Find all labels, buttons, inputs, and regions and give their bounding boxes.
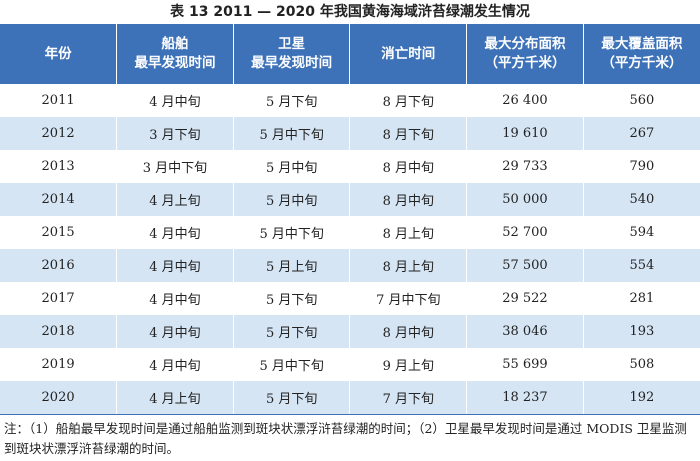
table-row: 2013 3 月中下旬 5 月中旬 8 月中旬 29 733 790 <box>0 150 700 183</box>
table-cell: 29 522 <box>466 282 584 315</box>
table-cell: 4 月中旬 <box>116 249 234 282</box>
table-cell: 3 月中下旬 <box>116 150 234 183</box>
table-cell: 5 月中下旬 <box>232 117 350 150</box>
table-cell: 8 月上旬 <box>349 216 467 249</box>
table-cell: 4 月上旬 <box>116 183 234 216</box>
table-cell: 2013 <box>41 159 75 174</box>
table-cell: 790 <box>582 150 700 183</box>
header-cell: 最大覆盖面积 （平方千米） <box>582 24 700 84</box>
table-cell: 7 月中下旬 <box>349 282 467 315</box>
table-cell: 57 500 <box>466 249 584 282</box>
table-cell: 4 月中旬 <box>116 348 234 381</box>
table-cell: 29 733 <box>466 150 584 183</box>
header-cell: 卫星 最早发现时间 <box>232 24 350 84</box>
table-cell: 2012 <box>0 117 117 150</box>
table-cell: 9 月上旬 <box>349 348 467 381</box>
table-cell: 8 月上旬 <box>349 249 467 282</box>
table-cell: 4 月中旬 <box>116 315 234 348</box>
table-row: 2015 4 月中旬 5 月中下旬 8 月上旬 52 700 594 <box>0 216 700 249</box>
table-cell: 5 月中下旬 <box>232 216 350 249</box>
table-body: 2011 4 月中旬 5 月下旬 8 月下旬 26 400 560 2012 3 月下旬 5 月… <box>0 84 700 415</box>
data-table: 年份 船舶 最早发现时间 卫星 最早发现时间 消亡时间 最大分布面积 （平方千米） 最大覆盖面积… <box>0 24 700 415</box>
header-line: 最大覆盖面积 <box>601 36 683 52</box>
table-cell: 4 月中旬 <box>116 216 234 249</box>
table-cell: 8 月中旬 <box>349 315 467 348</box>
header-line: （平方千米） <box>601 55 683 71</box>
table-cell: 540 <box>582 183 700 216</box>
table-cell: 2018 <box>0 315 117 348</box>
table-cell: 7 月下旬 <box>349 381 467 415</box>
table-row: 2020 4 月上旬 5 月下旬 7 月下旬 18 237 192 <box>0 381 700 415</box>
table-row: 2019 4 月中旬 5 月中下旬 9 月上旬 55 699 508 <box>0 348 700 381</box>
table-cell: 52 700 <box>466 216 584 249</box>
table-cell: 2019 <box>41 357 75 372</box>
table-row: 2012 3 月下旬 5 月中下旬 8 月下旬 19 610 267 <box>0 117 700 150</box>
table-cell: 192 <box>582 381 700 415</box>
header-line: 最早发现时间 <box>251 55 333 71</box>
header-line: 船舶 <box>161 36 189 52</box>
header-line: 最大分布面积 <box>484 36 566 52</box>
table-cell: 5 月下旬 <box>232 84 350 117</box>
table-cell: 508 <box>582 348 700 381</box>
header-cell: 最大分布面积 （平方千米） <box>466 24 584 84</box>
header-cell: 年份 <box>0 24 117 84</box>
footnote: 注：（1）船舶最早发现时间是通过船舶监测到斑块状漂浮浒苔绿潮的时间；（2）卫星最… <box>4 421 687 456</box>
table-cell: 3 月下旬 <box>116 117 234 150</box>
header-cell: 船舶 最早发现时间 <box>116 24 234 84</box>
table-cell: 5 月上旬 <box>232 249 350 282</box>
header-cell: 消亡时间 <box>349 24 467 84</box>
table-row: 2011 4 月中旬 5 月下旬 8 月下旬 26 400 560 <box>0 84 700 117</box>
table-cell: 5 月下旬 <box>232 282 350 315</box>
table-cell: 193 <box>582 315 700 348</box>
table-cell: 38 046 <box>466 315 584 348</box>
table-cell: 5 月中旬 <box>232 183 350 216</box>
table-row: 2014 4 月上旬 5 月中旬 8 月中旬 50 000 540 <box>0 183 700 216</box>
table-cell: 267 <box>582 117 700 150</box>
table-cell: 55 699 <box>466 348 584 381</box>
header-line: 年份 <box>44 45 72 62</box>
table-row: 2017 4 月中旬 5 月下旬 7 月中下旬 29 522 281 <box>0 282 700 315</box>
table-cell: 2020 <box>0 381 117 415</box>
table-cell: 8 月中旬 <box>349 150 467 183</box>
table-cell: 19 610 <box>466 117 584 150</box>
table-cell: 18 237 <box>466 381 584 415</box>
table-cell: 8 月下旬 <box>349 84 467 117</box>
table-cell: 2017 <box>41 291 75 306</box>
table-row: 2018 4 月中旬 5 月下旬 8 月中旬 38 046 193 <box>0 315 700 348</box>
table-cell: 5 月下旬 <box>232 315 350 348</box>
table-title: 表 13 2011 — 2020 年我国黄海海域浒苔绿潮发生情况 <box>170 4 530 20</box>
table-cell: 5 月中旬 <box>232 150 350 183</box>
table-cell: 2011 <box>41 93 75 108</box>
table-cell: 4 月中旬 <box>116 84 234 117</box>
table-row: 2016 4 月中旬 5 月上旬 8 月上旬 57 500 554 <box>0 249 700 282</box>
table-head: 年份 船舶 最早发现时间 卫星 最早发现时间 消亡时间 最大分布面积 （平方千米） 最大覆盖面积… <box>0 24 700 84</box>
table-cell: 2014 <box>0 183 117 216</box>
table-cell: 50 000 <box>466 183 584 216</box>
table-cell: 2015 <box>41 225 75 240</box>
header-line: （平方千米） <box>484 55 566 71</box>
table-cell: 281 <box>582 282 700 315</box>
header-row: 年份 船舶 最早发现时间 卫星 最早发现时间 消亡时间 最大分布面积 （平方千米） 最大覆盖面积… <box>0 24 700 84</box>
table-cell: 26 400 <box>466 84 584 117</box>
table-cell: 4 月中旬 <box>116 282 234 315</box>
table-cell: 594 <box>582 216 700 249</box>
table-cell: 560 <box>582 84 700 117</box>
header-line: 消亡时间 <box>381 45 436 62</box>
table-cell: 8 月下旬 <box>349 117 467 150</box>
header-line: 卫星 <box>278 36 306 52</box>
header-line: 最早发现时间 <box>134 55 216 71</box>
table-cell: 554 <box>582 249 700 282</box>
table-cell: 4 月上旬 <box>116 381 234 415</box>
table-cell: 5 月中下旬 <box>232 348 350 381</box>
table-cell: 5 月下旬 <box>232 381 350 415</box>
table-cell: 2016 <box>0 249 117 282</box>
table-cell: 8 月中旬 <box>349 183 467 216</box>
